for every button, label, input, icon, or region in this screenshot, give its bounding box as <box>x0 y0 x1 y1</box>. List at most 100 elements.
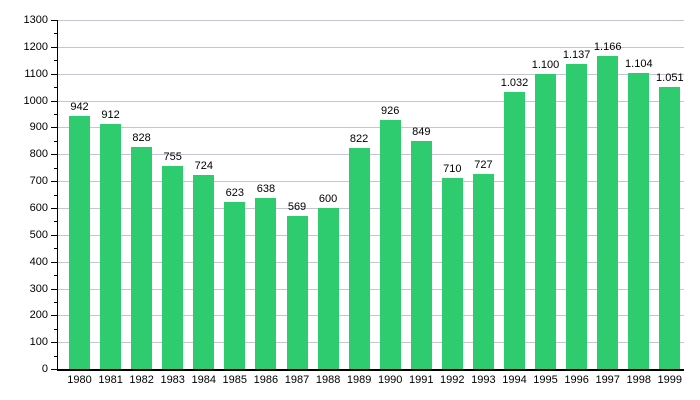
bar-value-label: 710 <box>443 163 462 176</box>
bar-1988 <box>317 207 339 369</box>
x-axis-label: 1998 <box>626 374 652 386</box>
bar-1990 <box>379 120 401 369</box>
y-axis-minor-tick <box>53 33 57 35</box>
bar-1986 <box>255 197 277 369</box>
y-axis-label: 600 <box>29 201 48 214</box>
y-axis-label: 1100 <box>24 67 48 80</box>
x-axis-label: 1997 <box>595 374 620 386</box>
y-axis-label: 1200 <box>23 40 48 53</box>
bar-1992 <box>441 178 463 369</box>
y-axis-line <box>57 20 58 370</box>
y-axis-label: 700 <box>29 175 48 188</box>
bar-1980 <box>69 116 90 369</box>
bar-value-label: 1.166 <box>593 41 622 53</box>
y-axis-label: 100 <box>29 336 48 349</box>
bar-value-label: 912 <box>101 109 120 122</box>
y-axis-label: 200 <box>29 309 48 322</box>
bar-value-label: 623 <box>225 186 244 199</box>
x-axis-label: 1994 <box>502 374 527 386</box>
bar-1991 <box>410 141 432 369</box>
y-gridline <box>57 127 684 129</box>
x-axis-label: 1993 <box>471 374 496 386</box>
bar-value-label: 638 <box>256 182 276 195</box>
y-axis-major-tick <box>51 207 57 209</box>
y-axis-label: 300 <box>29 282 48 295</box>
y-axis-minor-tick <box>53 221 57 223</box>
y-axis-minor-tick <box>53 301 57 303</box>
y-axis-label: 0 <box>41 363 48 375</box>
bar-value-label: 1.051 <box>656 71 684 84</box>
y-gridline <box>57 207 684 209</box>
x-axis-label: 1999 <box>657 374 683 386</box>
y-axis-major-tick <box>51 181 57 183</box>
bar-value-label: 926 <box>381 105 400 118</box>
bar-1997 <box>597 56 619 369</box>
y-gridline <box>57 73 684 75</box>
bar-1985 <box>224 201 246 369</box>
bar-1999 <box>659 86 681 369</box>
y-gridline <box>57 288 684 290</box>
x-axis-label: 1987 <box>284 374 310 386</box>
y-axis-minor-tick <box>53 248 57 250</box>
x-axis-label: 1984 <box>191 374 217 386</box>
y-axis-minor-tick <box>53 60 57 62</box>
bar-1983 <box>162 166 184 369</box>
bar-value-label: 1.100 <box>531 58 560 71</box>
y-gridline <box>57 100 684 102</box>
bar-value-label: 1.032 <box>500 76 529 89</box>
y-axis-label: 800 <box>29 148 48 161</box>
x-axis-label: 1986 <box>253 374 279 386</box>
y-axis-major-tick <box>51 288 57 290</box>
bar-1981 <box>100 124 122 369</box>
x-axis-label: 1996 <box>564 374 589 386</box>
y-gridline <box>57 154 684 156</box>
y-axis-label: 1300 <box>23 14 48 26</box>
bar-value-label: 849 <box>412 126 431 139</box>
x-axis-label: 1988 <box>315 374 341 386</box>
x-axis-label: 1992 <box>440 374 465 386</box>
x-axis-label: 1995 <box>533 374 558 386</box>
bar-value-label: 600 <box>318 192 338 205</box>
bar-1996 <box>566 63 588 369</box>
y-axis-minor-tick <box>53 114 57 115</box>
bar-value-label: 822 <box>349 133 369 146</box>
x-axis-label: 1989 <box>346 374 372 386</box>
bar-value-label: 569 <box>287 201 307 214</box>
bar-1998 <box>628 72 650 369</box>
y-axis-minor-tick <box>53 194 57 196</box>
bar-1987 <box>286 216 308 369</box>
x-axis-label: 1980 <box>67 374 92 386</box>
y-gridline <box>57 342 684 344</box>
y-axis-minor-tick <box>53 355 57 357</box>
x-axis-label: 1991 <box>409 374 434 386</box>
bar-1993 <box>472 173 494 369</box>
y-axis-label: 900 <box>29 121 48 134</box>
y-gridline <box>57 46 684 48</box>
x-axis-line <box>57 369 684 371</box>
y-axis-minor-tick <box>53 328 57 330</box>
y-axis-major-tick <box>51 342 57 344</box>
bar-value-label: 755 <box>163 151 182 164</box>
y-axis-major-tick <box>51 234 57 236</box>
y-gridline <box>57 20 684 21</box>
bar-value-label: 942 <box>70 101 89 114</box>
y-axis-label: 400 <box>29 255 48 268</box>
x-axis-label: 1990 <box>377 374 403 386</box>
x-axis-label: 1981 <box>98 374 123 386</box>
x-axis-label: 1983 <box>160 374 185 386</box>
y-axis-minor-tick <box>53 167 57 169</box>
x-axis-label: 1985 <box>222 374 248 386</box>
y-axis-minor-tick <box>53 87 57 89</box>
bar-1989 <box>348 148 370 369</box>
y-axis-major-tick <box>51 73 57 75</box>
y-axis-major-tick <box>51 20 57 21</box>
y-axis-major-tick <box>51 154 57 156</box>
y-axis-minor-tick <box>53 140 57 142</box>
y-gridline <box>57 261 684 263</box>
bar-value-label: 1.104 <box>625 57 653 70</box>
bar-1984 <box>193 174 215 369</box>
y-gridline <box>57 181 684 183</box>
bar-value-label: 828 <box>132 131 151 144</box>
bar-value-label: 727 <box>474 158 493 171</box>
